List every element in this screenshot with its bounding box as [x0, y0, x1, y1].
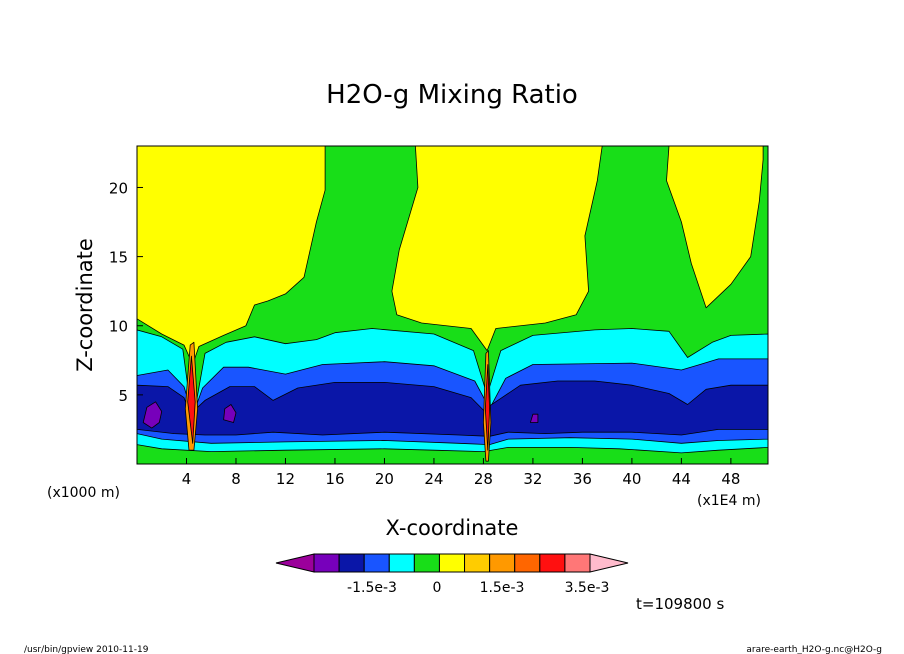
chart-title: H2O-g Mixing Ratio [326, 80, 578, 110]
colorbar-swatch [388, 553, 415, 573]
colorbar-swatch [489, 553, 516, 573]
footer-program: /usr/bin/gpview 2010-11-19 [24, 645, 149, 654]
contour-region-red [187, 355, 196, 444]
y-tick-label: 20 [109, 179, 128, 197]
x-tick-label: 44 [672, 470, 691, 488]
colorbar-low-arrow [275, 553, 315, 573]
colorbar-swatch [464, 553, 491, 573]
contour-region-purple [223, 404, 237, 423]
x-tick-label: 32 [523, 470, 542, 488]
y-tick-label: 15 [109, 249, 128, 267]
contour-region-purple [530, 413, 539, 423]
contour-region-purple [142, 401, 163, 429]
y-axis-unit: (x1000 m) [47, 485, 120, 501]
x-tick-label: 28 [474, 470, 493, 488]
contour-region-yellow [666, 146, 764, 309]
colorbar-label: 1.5e-3 [480, 580, 525, 596]
x-axis-label: X-coordinate [386, 516, 519, 540]
x-tick-label: 8 [231, 470, 241, 488]
colorbar-high-arrow [589, 553, 629, 573]
x-tick-label: 24 [424, 470, 443, 488]
colorbar-labels: -1.5e-3 0 1.5e-3 3.5e-3 [347, 580, 609, 596]
colorbar-label: -1.5e-3 [347, 580, 397, 596]
x-axis-ticks: 4 8 12 16 20 24 28 32 36 40 44 48 [182, 458, 740, 488]
colorbar-swatch [313, 553, 340, 573]
colorbar-swatch [338, 553, 365, 573]
y-tick-label: 10 [109, 318, 128, 336]
x-tick-label: 40 [622, 470, 641, 488]
contour-region-red [484, 364, 491, 451]
x-tick-label: 48 [721, 470, 740, 488]
contour-region-yellow [137, 146, 326, 365]
colorbar-swatch [564, 553, 591, 573]
colorbar-label: 0 [433, 580, 442, 596]
x-tick-label: 36 [573, 470, 592, 488]
colorbar-swatch [363, 553, 390, 573]
x-tick-label: 4 [182, 470, 192, 488]
colorbar-swatch [413, 553, 440, 573]
x-tick-label: 16 [325, 470, 344, 488]
x-tick-label: 12 [276, 470, 295, 488]
y-axis-label: Z-coordinate [73, 238, 97, 372]
time-label: t=109800 s [636, 595, 724, 613]
colorbar [275, 553, 629, 573]
y-axis-ticks: 5 10 15 20 [109, 179, 143, 405]
x-tick-label: 20 [375, 470, 394, 488]
contour-region-yellow [391, 146, 603, 352]
plot-frame [136, 145, 769, 465]
colorbar-swatch [514, 553, 541, 573]
footer-source: arare-earth_H2O-g.nc@H2O-g [746, 645, 882, 654]
colorbar-swatch [539, 553, 566, 573]
contour-region-darkblue [137, 380, 768, 437]
y-tick-label: 5 [118, 387, 128, 405]
colorbar-swatch [438, 553, 466, 573]
colorbar-label: 3.5e-3 [565, 580, 610, 596]
x-axis-unit: (x1E4 m) [697, 493, 761, 509]
contour-fill-layers [137, 146, 768, 464]
